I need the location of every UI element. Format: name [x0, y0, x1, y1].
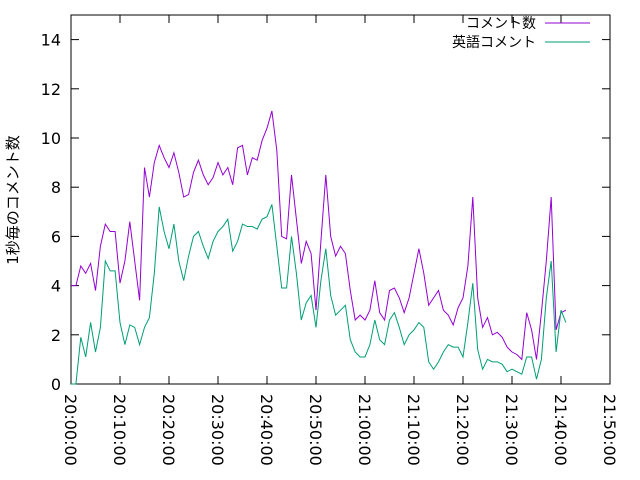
y-tick-label: 8: [51, 178, 61, 197]
x-tick-label: 21:30:00: [502, 394, 521, 466]
y-tick-label: 0: [51, 375, 61, 394]
y-tick-label: 12: [41, 80, 61, 99]
y-tick-label: 4: [51, 277, 61, 296]
x-tick-label: 21:00:00: [355, 394, 374, 466]
x-tick-label: 20:50:00: [306, 394, 325, 466]
y-axis-title: 1秒毎のコメント数: [4, 135, 22, 265]
x-tick-label: 20:10:00: [110, 394, 129, 466]
x-tick-label: 21:40:00: [551, 394, 570, 466]
plot-frame: [70, 14, 611, 385]
series-line-1: [71, 110, 567, 361]
x-tick-label: 21:50:00: [600, 394, 619, 466]
series-line-2: [71, 204, 567, 385]
x-tick-label: 20:40:00: [257, 394, 276, 466]
legend-label-2: 英語コメント: [452, 34, 536, 51]
x-axis: 20:00:00 20:10:00 20:20:00 20:30:00 20:40:00…: [61, 15, 619, 466]
x-tick-label: 21:20:00: [453, 394, 472, 466]
y-tick-label: 10: [41, 129, 61, 148]
x-tick-label: 20:20:00: [159, 394, 178, 466]
x-tick-label: 21:10:00: [404, 394, 423, 466]
y-axis: 0 2 4 6 8 10 12 14: [41, 31, 610, 394]
y-tick-label: 2: [51, 326, 61, 345]
legend-label-1: コメント数: [466, 16, 536, 32]
y-tick-label: 14: [41, 31, 61, 50]
y-tick-label: 6: [51, 227, 61, 246]
series-layer: [71, 110, 567, 385]
x-tick-label: 20:30:00: [208, 394, 227, 466]
x-tick-label: 20:00:00: [61, 394, 80, 466]
